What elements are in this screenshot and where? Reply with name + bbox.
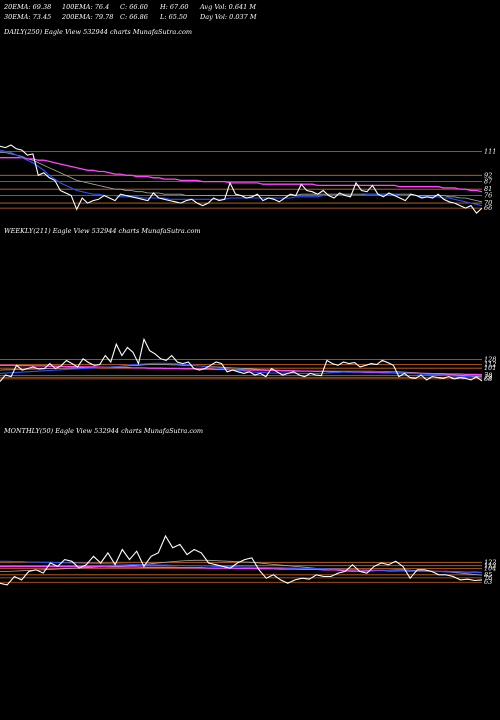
header-30ema: 30EMA: 73.45 — [4, 13, 52, 21]
daily-ema-slow-line — [0, 157, 483, 193]
daily-level-label-5: 70 — [484, 199, 492, 207]
weekly-level-label-4: 73 — [484, 373, 492, 381]
daily-level-label-3: 81 — [484, 185, 492, 193]
monthly-panel-title: MONTHLY(50) Eagle View 532944 charts Mun… — [4, 427, 204, 435]
monthly-level-label-3: 85 — [484, 571, 492, 579]
monthly-level-label-0: 122 — [484, 558, 496, 566]
daily-level-label-6: 66 — [484, 204, 492, 212]
daily-ema-mid-line — [0, 152, 483, 203]
daily-panel-title: DAILY(250) Eagle View 532944 charts Muna… — [4, 28, 193, 36]
weekly-ema-mid-line — [0, 364, 483, 377]
monthly-level-label-2: 104 — [484, 564, 496, 572]
daily-price-line — [0, 144, 483, 215]
daily-level-label-2: 87 — [484, 178, 493, 186]
header-close2: C: 66.86 — [120, 13, 148, 21]
header-20ema: 20EMA: 69.38 — [4, 3, 52, 11]
daily-ema-fast-line — [0, 149, 483, 207]
weekly-level-label-5: 68 — [484, 375, 492, 383]
monthly-price-line — [0, 534, 483, 586]
header-100ema: 100EMA: 76.4 — [62, 3, 110, 11]
header-avgvol: Avg Vol: 0.641 M — [200, 3, 257, 11]
monthly-ema-fast-line — [0, 560, 482, 574]
header-200ema: 200EMA: 79.78 — [62, 13, 114, 21]
weekly-level-label-3: 78 — [484, 372, 492, 380]
monthly-level-label-1: 112 — [484, 562, 496, 570]
weekly-panel-title: WEEKLY(211) Eagle View 532944 charts Mun… — [4, 227, 201, 235]
weekly-level-label-0: 128 — [484, 355, 496, 363]
monthly-level-label-4: 76 — [484, 574, 492, 582]
daily-level-label-4: 76 — [484, 192, 492, 200]
daily-level-label-0: 111 — [484, 147, 496, 155]
header-high: H: 67.60 — [160, 3, 189, 11]
weekly-price-line — [0, 337, 483, 382]
monthly-level-label-5: 63 — [484, 578, 492, 586]
header-low: L: 65.50 — [160, 13, 188, 21]
weekly-level-label-1: 112 — [484, 361, 496, 369]
header-close: C: 66.60 — [120, 3, 148, 11]
weekly-ema-fast-line — [0, 362, 483, 379]
weekly-level-label-2: 101 — [484, 364, 496, 372]
header-dayvol: Day Vol: 0.037 M — [200, 13, 257, 21]
daily-level-label-1: 92 — [484, 171, 492, 179]
